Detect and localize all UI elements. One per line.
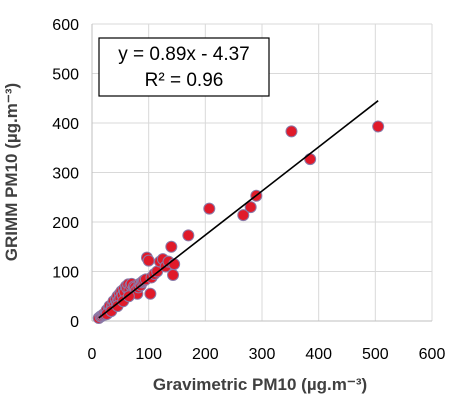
data-point [142, 254, 155, 267]
plot-frame [91, 24, 432, 322]
equation-label: y = 0.89x - 4.37 [118, 44, 250, 65]
y-axis-title: GRIMM PM10 (µg.m⁻³) [2, 83, 21, 261]
data-point [203, 202, 216, 215]
y-tick-label: 400 [52, 116, 79, 133]
x-tick-label: 600 [419, 346, 446, 363]
data-point [244, 201, 257, 214]
r-squared-label: R² = 0.96 [145, 70, 224, 91]
x-tick-label: 0 [88, 346, 97, 363]
data-point [372, 120, 385, 133]
data-point [144, 287, 157, 300]
data-point [182, 229, 195, 242]
equation-box: y = 0.89x - 4.37 R² = 0.96 [98, 37, 270, 97]
x-tick-labels: 0 100 200 300 400 500 600 [88, 346, 446, 363]
x-tick-label: 100 [135, 346, 162, 363]
data-point [304, 153, 317, 166]
x-tick-label: 400 [305, 346, 332, 363]
x-axis-title: Gravimetric PM10 (µg.m⁻³) [153, 375, 367, 394]
y-tick-labels: 0 100 200 300 400 500 600 [52, 17, 79, 331]
y-tick-label: 200 [52, 215, 79, 232]
y-tick-label: 100 [52, 265, 79, 282]
data-point [165, 240, 178, 253]
x-tick-label: 500 [362, 346, 389, 363]
trendline [98, 100, 379, 319]
data-point [285, 125, 298, 138]
data-point [237, 209, 250, 222]
y-tick-label: 300 [52, 166, 79, 183]
x-tick-label: 300 [249, 346, 276, 363]
data-point [122, 290, 135, 303]
y-tick-label: 0 [70, 314, 79, 331]
x-tick-label: 200 [192, 346, 219, 363]
y-tick-label: 600 [52, 17, 79, 34]
trendline-line [98, 100, 379, 319]
data-point [167, 268, 180, 281]
y-tick-label: 500 [52, 67, 79, 84]
